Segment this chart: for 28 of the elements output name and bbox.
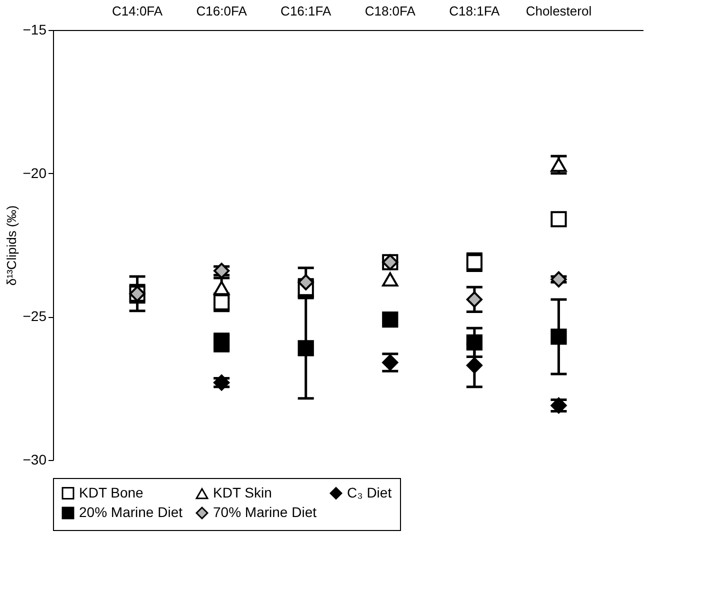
legend-label: C₃ Diet: [347, 484, 392, 500]
point: [550, 211, 567, 228]
point: [550, 158, 567, 172]
y-tick-label: −20: [22, 164, 47, 181]
point: [550, 328, 567, 345]
point: [298, 340, 314, 356]
legend-label: KDT Bone: [79, 484, 144, 500]
x-tick-label: Cholesterol: [526, 4, 592, 18]
legend-label: KDT Skin: [213, 484, 272, 501]
point: [466, 291, 482, 308]
point: [550, 271, 567, 288]
x-tick-label: C18:0FA: [364, 4, 416, 18]
legend-label: 70% Marine Diet: [213, 504, 317, 520]
point: [466, 334, 482, 351]
x-tick-label: C14:0FA: [112, 4, 163, 18]
y-axis-title: δ¹³Clipids (‰): [4, 205, 19, 286]
point: [382, 272, 398, 287]
x-tick-label: C18:1FA: [449, 4, 500, 18]
point: [382, 311, 398, 328]
y-tick-label: −15: [22, 22, 47, 38]
x-tick-label: C16:0FA: [196, 4, 248, 18]
x-tick-label: C16:1FA: [280, 4, 332, 18]
point: [466, 357, 482, 374]
point: [214, 280, 230, 296]
legend-label: 20% Marine Diet: [79, 504, 183, 520]
point: [298, 274, 314, 290]
y-tick-label: −25: [22, 308, 47, 324]
y-tick-label: −30: [22, 452, 47, 468]
